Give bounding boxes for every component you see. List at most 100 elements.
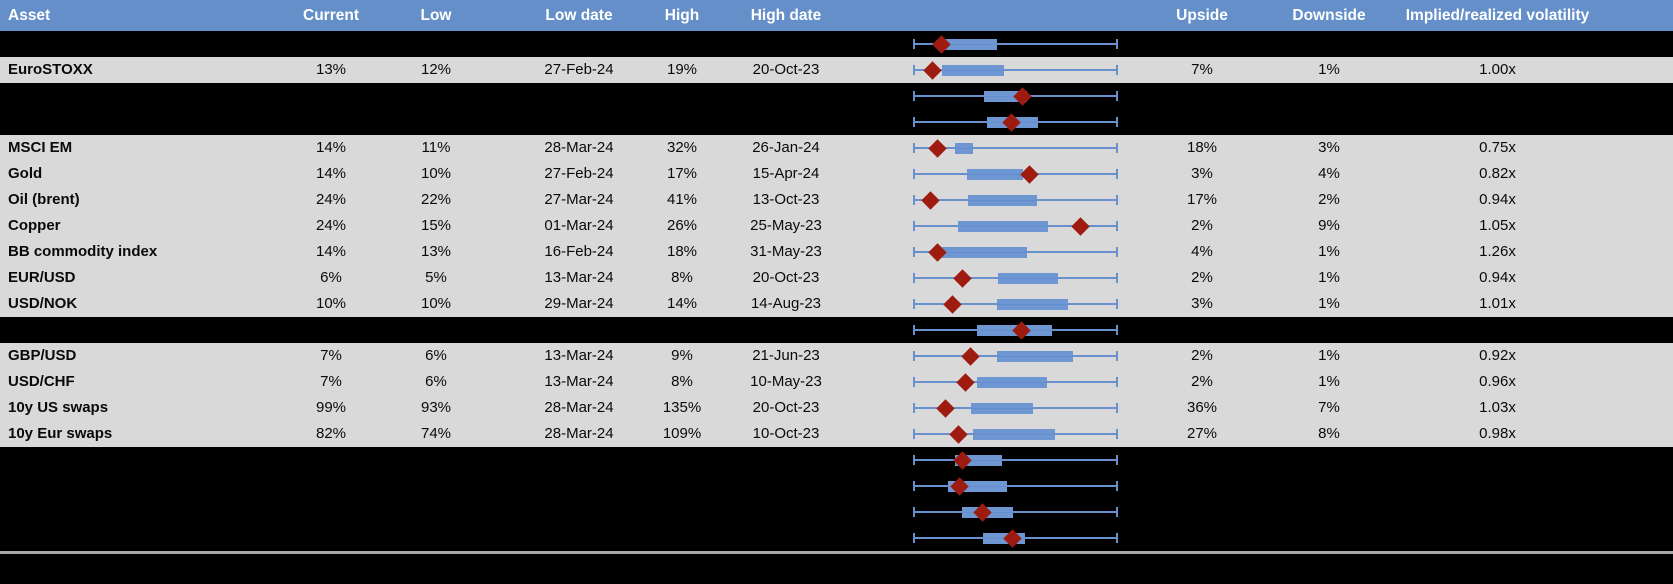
iqr-box <box>947 480 1008 492</box>
low-cell: 93% <box>420 399 452 416</box>
low-cell: 6% <box>425 373 447 390</box>
table-body: EuroSTOXX 13% 12% 27-Feb-24 19% 20-Oct-23 7% 1%… <box>0 31 1673 551</box>
whisker-cap-right <box>1116 377 1118 387</box>
high-cell: 109% <box>662 425 702 442</box>
low-cell: 12% <box>420 61 452 78</box>
table-row: Gold 14% 10% 27-Feb-24 17% 15-Apr-24 3% 4% 0.82x <box>0 161 1673 187</box>
asset-cell: USD/CHF <box>8 373 75 390</box>
whisker-cap-left <box>913 377 915 387</box>
current-cell <box>290 525 372 551</box>
row-filler <box>1605 161 1673 187</box>
implied-realized-vol-cell <box>1390 473 1605 499</box>
high-date-cell <box>706 499 866 525</box>
high-cell <box>658 109 706 135</box>
row-filler <box>1605 369 1673 395</box>
low-date-cell <box>500 525 658 551</box>
boxplot-cell <box>866 525 1136 551</box>
high-cell <box>658 499 706 525</box>
low-date-cell: 01-Mar-24 <box>544 217 614 234</box>
row-filler <box>1605 473 1673 499</box>
upside-cell <box>1136 525 1268 551</box>
boxplot <box>913 265 1118 291</box>
high-cell: 18% <box>666 243 698 260</box>
low-date-cell: 29-Mar-24 <box>544 295 614 312</box>
table-row <box>0 31 1673 57</box>
table-row: USD/NOK 10% 10% 29-Mar-24 14% 14-Aug-23 3% 1% 1.… <box>0 291 1673 317</box>
bottom-black-band <box>0 554 1673 584</box>
current-cell: 10% <box>315 295 347 312</box>
downside-cell <box>1268 109 1390 135</box>
current-marker-diamond <box>920 190 940 210</box>
whisker-cap-left <box>913 247 915 257</box>
upside-cell <box>1136 473 1268 499</box>
implied-realized-vol-cell <box>1390 447 1605 473</box>
high-date-cell <box>706 109 866 135</box>
whisker-cap-right <box>1116 299 1118 309</box>
high-cell <box>658 447 706 473</box>
iqr-box <box>955 454 1002 466</box>
iqr-box-midline <box>955 147 973 149</box>
asset-cell: BB commodity index <box>8 243 158 260</box>
asset-cell <box>0 317 290 343</box>
table-row <box>0 525 1673 551</box>
boxplot-cell <box>866 265 1136 291</box>
upside-cell: 17% <box>1186 191 1218 208</box>
iqr-box-midline <box>967 199 1037 201</box>
whisker-cap-right <box>1116 247 1118 257</box>
high-date-cell: 10-May-23 <box>750 373 822 390</box>
iqr-box <box>973 428 1056 440</box>
boxplot <box>913 213 1118 239</box>
boxplot <box>913 83 1118 109</box>
boxplot-cell <box>866 473 1136 499</box>
boxplot <box>913 395 1118 421</box>
row-filler <box>1605 83 1673 109</box>
implied-realized-vol-cell <box>1390 109 1605 135</box>
table-row: MSCI EM 14% 11% 28-Mar-24 32% 26-Jan-24 18% 3% 0… <box>0 135 1673 161</box>
downside-cell <box>1268 473 1390 499</box>
row-filler <box>1605 525 1673 551</box>
iqr-box-midline <box>983 95 1027 97</box>
low-date-cell: 28-Mar-24 <box>544 425 614 442</box>
boxplot <box>913 525 1118 551</box>
row-filler <box>1605 395 1673 421</box>
boxplot <box>913 109 1118 135</box>
low-cell <box>372 83 500 109</box>
table-header-row: Asset Current Low Low date High High dat… <box>0 0 1673 31</box>
row-filler <box>1605 499 1673 525</box>
iqr-box-midline <box>958 225 1049 227</box>
asset-cell: Copper <box>8 217 61 234</box>
low-date-cell: 13-Mar-24 <box>544 269 614 286</box>
whisker-cap-left <box>913 351 915 361</box>
column-header-low: Low <box>420 6 452 24</box>
iqr-box-midline <box>998 277 1058 279</box>
downside-cell: 9% <box>1318 217 1340 234</box>
whisker-cap-right <box>1116 403 1118 413</box>
asset-cell: MSCI EM <box>8 139 73 156</box>
iqr-box <box>967 194 1037 206</box>
whisker-cap-left <box>913 533 915 543</box>
high-cell: 14% <box>666 295 698 312</box>
high-date-cell <box>706 83 866 109</box>
current-cell: 82% <box>315 425 347 442</box>
current-cell <box>290 447 372 473</box>
boxplot-cell <box>866 109 1136 135</box>
boxplot <box>913 161 1118 187</box>
column-header-current: Current <box>303 6 359 24</box>
upside-cell: 36% <box>1186 399 1218 416</box>
boxplot <box>913 239 1118 265</box>
iqr-box-midline <box>997 355 1073 357</box>
upside-cell <box>1136 447 1268 473</box>
table-row <box>0 473 1673 499</box>
low-date-cell: 27-Feb-24 <box>544 165 614 182</box>
upside-cell: 2% <box>1191 269 1213 286</box>
downside-cell: 1% <box>1318 61 1340 78</box>
upside-cell <box>1136 317 1268 343</box>
whisker-cap-right <box>1116 169 1118 179</box>
whisker-cap-left <box>913 169 915 179</box>
low-cell <box>372 31 500 57</box>
whisker-cap-left <box>913 65 915 75</box>
column-header-implied-realized-volatility: Implied/realized volatility <box>1405 6 1590 24</box>
low-date-cell <box>500 109 658 135</box>
whisker-cap-right <box>1116 455 1118 465</box>
upside-cell: 2% <box>1191 373 1213 390</box>
